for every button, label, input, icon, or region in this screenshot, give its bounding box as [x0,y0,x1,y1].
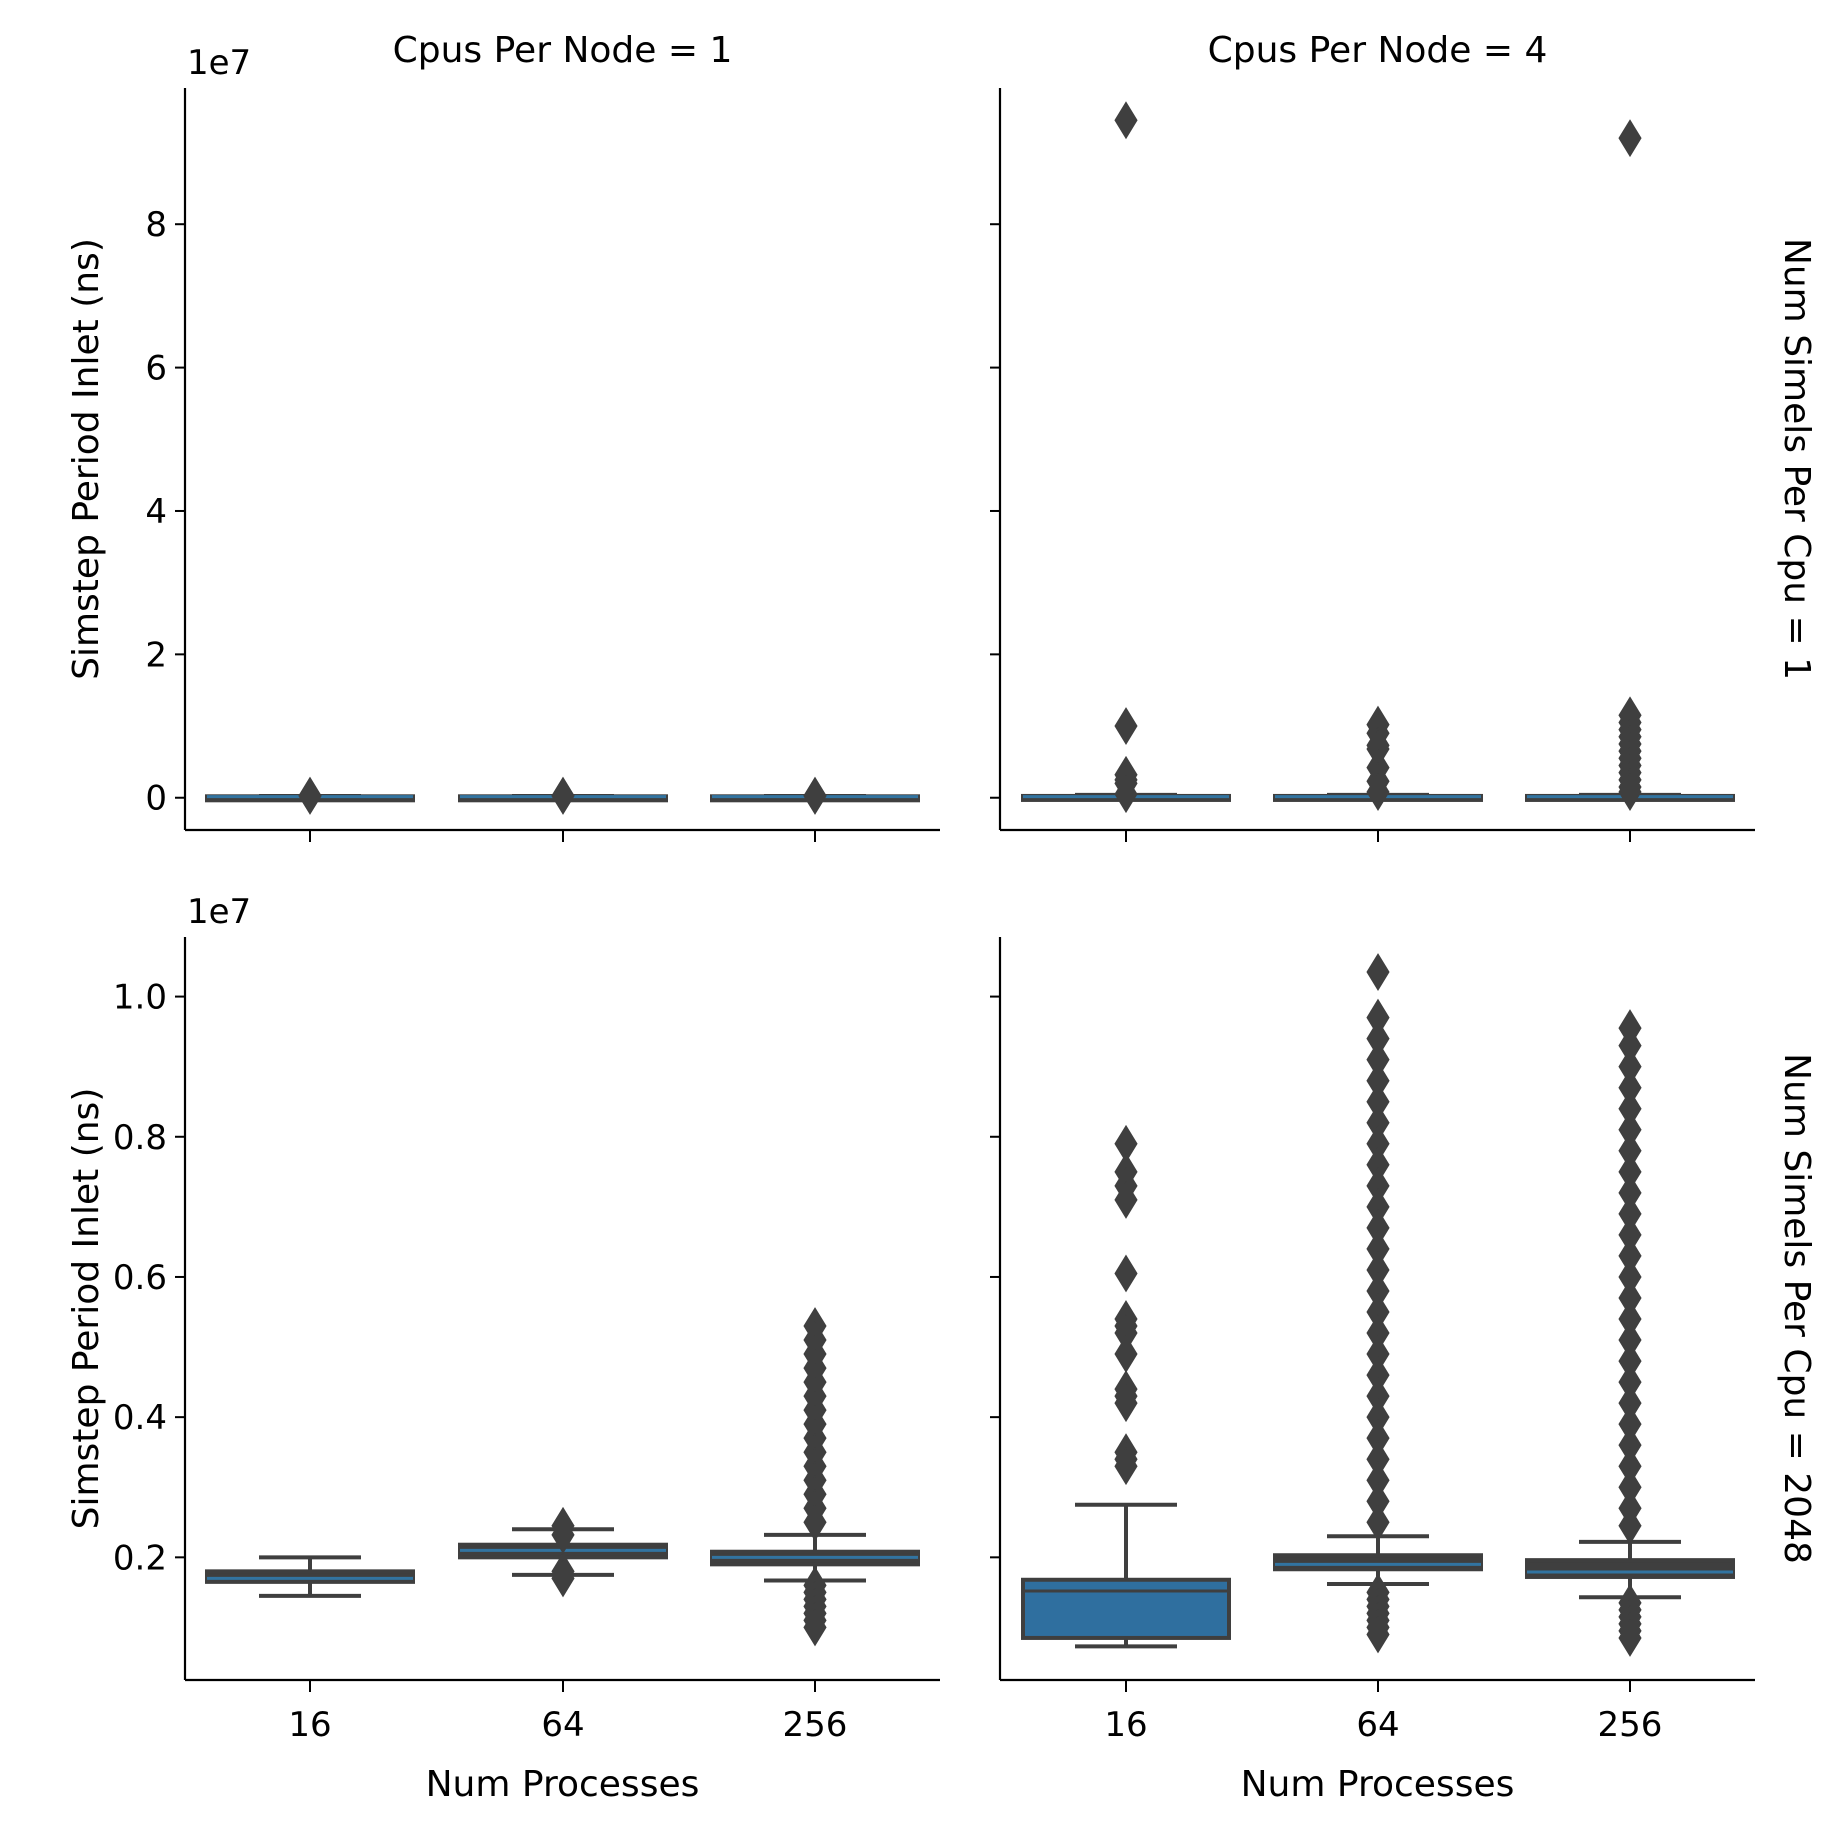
box-256 [1525,119,1735,811]
flier-point [1114,1180,1138,1219]
y-tick-label: 0.4 [113,1398,167,1438]
y-offset-label: 1e7 [187,892,251,932]
box-body [1021,1577,1231,1640]
flier-point [1366,1503,1390,1542]
y-axis-label: Simstep Period Inlet (ns) [66,238,107,680]
panel-1-1 [990,937,1755,1692]
flier-point [1114,101,1138,140]
flier-point [551,1559,575,1598]
flier-point [803,1608,827,1647]
x-axis-label: Num Processes [1241,1764,1515,1805]
flier-point [1114,1335,1138,1374]
x-axis-label: Num Processes [426,1764,700,1805]
box-body [205,1569,415,1584]
flier-point [803,1503,827,1542]
flier-point [1366,953,1390,992]
flier-point [1618,1618,1642,1657]
panel-1-0 [175,937,940,1692]
flier-point [298,776,322,815]
panel-0-0 [175,88,940,842]
x-tick-label: 256 [783,1705,848,1745]
x-tick-label: 64 [541,1705,584,1745]
y-tick-label: 2 [145,635,167,675]
box-256 [1525,1009,1735,1657]
box-16 [205,1555,415,1598]
y-axis-label: Simstep Period Inlet (ns) [66,1088,107,1530]
x-tick-label: 64 [1356,1705,1399,1745]
x-tick-label: 16 [288,1705,331,1745]
row-label: Num Simels Per Cpu = 1 [1776,238,1817,680]
y-tick-label: 8 [145,205,167,245]
flier-point [1618,1506,1642,1545]
box-256 [710,776,920,815]
box-64 [458,776,668,815]
y-tick-label: 6 [145,349,167,389]
x-tick-label: 16 [1104,1705,1147,1745]
flier-point [1114,707,1138,746]
flier-point [1618,119,1642,158]
panel-title: Cpus Per Node = 1 [393,30,733,71]
panel-0-1 [990,88,1755,842]
flier-point [1114,1384,1138,1423]
y-tick-label: 4 [145,492,167,532]
y-tick-label: 0 [145,779,167,819]
box-256 [710,1307,920,1647]
x-tick-label: 256 [1598,1705,1663,1745]
box-16 [205,776,415,815]
flier-point [551,776,575,815]
y-tick-label: 0.2 [113,1538,167,1578]
box-16 [1021,101,1231,814]
box-64 [1273,953,1483,1654]
box-64 [1273,705,1483,811]
flier-point [1114,1447,1138,1486]
flier-point [1618,773,1642,811]
y-offset-label: 1e7 [187,43,251,83]
y-tick-label: 1.0 [113,978,167,1018]
row-label: Num Simels Per Cpu = 2048 [1776,1053,1817,1564]
y-tick-label: 0.8 [113,1118,167,1158]
y-tick-label: 0.6 [113,1258,167,1298]
box-body [1525,1558,1735,1579]
flier-point [1114,1254,1138,1293]
panel-title: Cpus Per Node = 4 [1208,30,1548,71]
flier-point [1366,773,1390,811]
flier-point [1366,1615,1390,1654]
flier-point [1114,775,1138,814]
flier-point [803,776,827,815]
box-16 [1021,1124,1231,1649]
box-64 [458,1506,668,1598]
box-body [1273,1553,1483,1572]
